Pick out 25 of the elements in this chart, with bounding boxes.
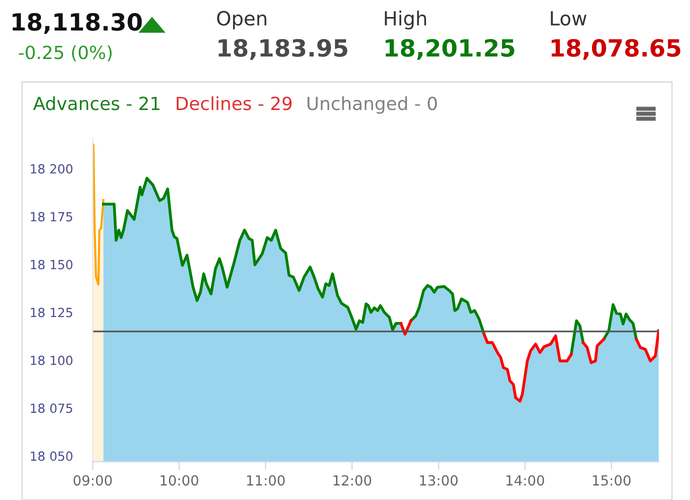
text: Open	[217, 10, 266, 30]
text: 18,118.30	[12, 12, 142, 34]
text: Unchanged - 0	[308, 96, 437, 114]
y-tick-label: 18 075	[30, 404, 72, 413]
text: Declines - 29	[176, 96, 292, 110]
text: -0.25 (0%)	[18, 45, 112, 62]
y-tick-label: 18 050	[30, 451, 72, 461]
y-tick-label: 18 100	[30, 356, 72, 366]
text: Advances - 21	[33, 96, 160, 110]
y-tick-label: 18 150	[30, 260, 72, 270]
text: High	[384, 10, 426, 30]
x-tick-label: 10:00	[160, 475, 198, 486]
x-tick-label: 15:00	[592, 475, 631, 486]
text: 18,078.65	[552, 38, 680, 60]
x-tick-label: 14:00	[506, 475, 544, 486]
text: 18,183.95	[218, 38, 348, 60]
y-tick-label: 18 200	[30, 164, 72, 174]
y-tick-label: 18 175	[30, 212, 72, 222]
x-tick-label: 11:00	[247, 475, 285, 486]
text: Low	[550, 11, 586, 26]
x-tick-label: 13:00	[420, 475, 458, 486]
x-tick-label: 09:00	[74, 475, 112, 486]
y-tick-label: 18 125	[30, 308, 72, 318]
x-tick-label: 12:00	[334, 475, 372, 486]
text: 18,201.25	[386, 38, 514, 60]
